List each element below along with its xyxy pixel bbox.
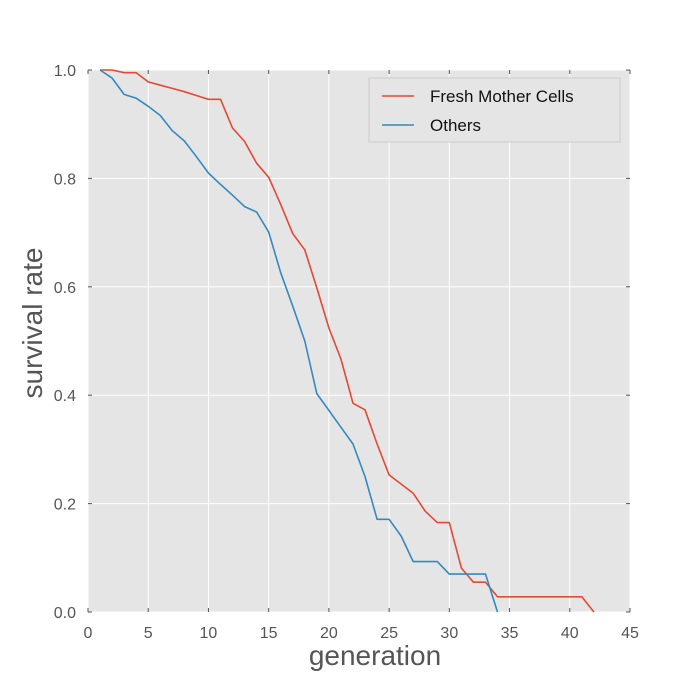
series-lines: [99, 69, 595, 613]
y-tick-label: 0.2: [54, 497, 76, 514]
y-tick-label: 0.0: [54, 605, 76, 622]
series-line-others: [99, 69, 499, 613]
x-tick-label: 15: [260, 625, 278, 642]
grid-lines: [87, 69, 631, 613]
x-tick-label: 25: [380, 625, 398, 642]
series-line-fresh-mother-cells: [100, 69, 595, 613]
axis-ticks: [87, 69, 631, 613]
x-tick-label: 10: [200, 625, 218, 642]
tick-labels: 0 5 10 15 20 25 30 35 40 45 0.0 0.2 0.4 0.6 0.8 1.0: [54, 63, 639, 642]
legend-label-others: Others: [430, 116, 481, 135]
x-tick-label: 20: [320, 625, 338, 642]
legend: Fresh Mother Cells Others: [368, 77, 621, 143]
y-tick-label: 0.6: [54, 280, 76, 297]
x-tick-label: 45: [621, 625, 639, 642]
x-tick-label: 40: [561, 625, 579, 642]
legend-box: [368, 77, 621, 143]
x-tick-label: 30: [440, 625, 458, 642]
x-tick-label: 5: [144, 625, 153, 642]
x-tick-label: 35: [501, 625, 519, 642]
y-axis-label: survival rate: [17, 248, 48, 399]
x-tick-label: 0: [84, 625, 93, 642]
x-axis-label: generation: [309, 640, 441, 671]
y-tick-label: 1.0: [54, 63, 76, 80]
y-tick-label: 0.4: [54, 388, 76, 405]
y-tick-label: 0.8: [54, 171, 76, 188]
legend-label-fresh-mother-cells: Fresh Mother Cells: [430, 87, 574, 106]
plot-area: [88, 70, 630, 612]
